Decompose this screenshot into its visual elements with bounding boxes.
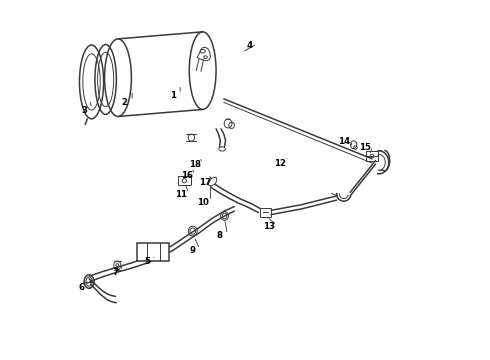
Text: 9: 9 — [189, 246, 195, 255]
Text: 4: 4 — [246, 41, 252, 50]
Text: 13: 13 — [263, 222, 275, 231]
Text: 18: 18 — [189, 160, 201, 169]
Text: 2: 2 — [122, 98, 127, 107]
Text: 8: 8 — [217, 231, 222, 240]
Text: 3: 3 — [81, 105, 87, 114]
Text: 6: 6 — [78, 283, 84, 292]
Text: 1: 1 — [170, 91, 176, 100]
Text: 12: 12 — [273, 158, 286, 167]
Text: 15: 15 — [359, 143, 371, 152]
Text: 16: 16 — [181, 171, 193, 180]
Bar — [137, 243, 169, 261]
Text: 5: 5 — [144, 257, 150, 266]
Bar — [366, 151, 378, 161]
Bar — [178, 176, 191, 185]
Text: 14: 14 — [339, 138, 350, 147]
Text: 11: 11 — [175, 190, 187, 199]
Text: 10: 10 — [196, 198, 209, 207]
Text: 7: 7 — [112, 268, 118, 277]
Text: 17: 17 — [199, 177, 212, 186]
Bar — [260, 208, 271, 217]
